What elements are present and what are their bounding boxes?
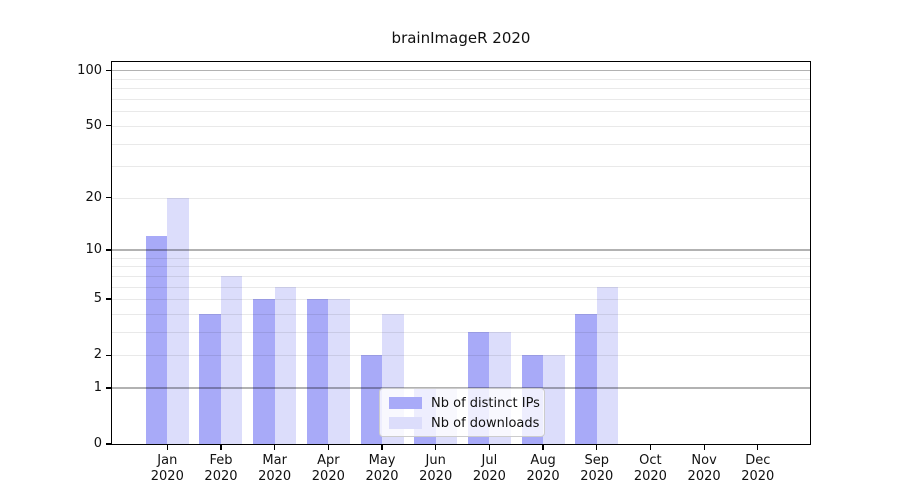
minor-gridline: [112, 355, 810, 357]
x-tick-label: Nov 2020: [687, 453, 721, 484]
x-tick: [381, 445, 383, 450]
minor-gridline: [112, 313, 810, 315]
minor-gridline: [112, 299, 810, 301]
y-tick-label: 1: [93, 379, 102, 395]
bar-downloads-feb: [220, 275, 243, 444]
minor-gridline: [112, 275, 810, 277]
legend-swatch-downloads: [389, 417, 422, 429]
x-tick-label: Jan 2020: [150, 453, 184, 484]
x-tick: [327, 445, 329, 450]
y-tick: [105, 125, 111, 127]
x-tick: [274, 445, 276, 450]
x-tick-label: Jul 2020: [472, 453, 506, 484]
bar-distinct-ips-sep: [575, 313, 597, 444]
chart-title: brainImageR 2020: [391, 29, 531, 47]
minor-gridline: [112, 79, 810, 81]
minor-gridline: [112, 166, 810, 168]
x-tick-label: Mar 2020: [258, 453, 292, 484]
legend: Nb of distinct IPs Nb of downloads: [379, 388, 545, 437]
y-tick-label: 0: [93, 436, 102, 451]
x-tick-label: Jun 2020: [419, 453, 453, 484]
spine-top: [110, 60, 812, 62]
y-tick: [105, 197, 111, 199]
y-tick-label: 100: [77, 62, 102, 78]
y-tick: [105, 354, 111, 356]
x-tick: [649, 445, 651, 450]
minor-gridline: [112, 286, 810, 288]
spine-bottom: [110, 444, 812, 446]
minor-gridline: [112, 266, 810, 268]
x-tick: [220, 445, 222, 450]
plot-area: [112, 62, 810, 444]
y-tick-label: 20: [85, 189, 102, 205]
x-tick-label: Aug 2020: [526, 453, 560, 484]
minor-gridline: [112, 197, 810, 199]
bar-distinct-ips-jan: [145, 236, 168, 444]
minor-gridline: [112, 257, 810, 259]
y-tick-label: 5: [93, 291, 102, 307]
x-tick: [166, 445, 168, 450]
major-gridline: [112, 249, 810, 251]
legend-swatch-distinct-ips: [389, 397, 422, 409]
y-tick: [105, 443, 111, 445]
x-tick: [703, 445, 705, 450]
bar-downloads-jan: [167, 197, 189, 444]
minor-gridline: [112, 111, 810, 113]
bar-downloads-mar: [274, 286, 297, 444]
spine-left: [110, 62, 113, 444]
minor-gridline: [112, 331, 810, 333]
x-tick-label: Dec 2020: [741, 453, 775, 484]
legend-label-downloads: Nb of downloads: [431, 415, 540, 431]
x-tick-label: Oct 2020: [633, 453, 667, 484]
bar-distinct-ips-apr: [306, 299, 329, 444]
legend-label-distinct-ips: Nb of distinct IPs: [431, 395, 540, 411]
y-tick: [105, 387, 111, 389]
bar-downloads-aug: [543, 355, 565, 444]
bar-distinct-ips-may: [360, 355, 383, 444]
minor-gridline: [112, 143, 810, 145]
y-tick-label: 10: [85, 241, 102, 257]
y-tick: [105, 69, 111, 72]
x-tick: [542, 445, 544, 450]
bar-downloads-apr: [328, 299, 350, 444]
x-tick-label: May 2020: [365, 453, 399, 484]
major-gridline: [112, 70, 810, 72]
minor-gridline: [112, 88, 810, 90]
y-tick-label: 50: [85, 117, 102, 133]
x-tick: [488, 445, 490, 450]
x-tick-label: Sep 2020: [580, 453, 614, 484]
spine-right: [810, 62, 812, 444]
minor-gridline: [112, 99, 810, 101]
bar-distinct-ips-mar: [253, 299, 275, 444]
y-tick: [105, 249, 111, 251]
minor-gridline: [112, 125, 810, 127]
legend-item-distinct-ips: Nb of distinct IPs: [389, 395, 540, 411]
x-tick-label: Feb 2020: [204, 453, 238, 484]
bar-downloads-sep: [596, 286, 619, 444]
x-tick: [757, 445, 759, 450]
y-tick: [105, 298, 111, 300]
y-tick-label: 2: [93, 347, 102, 363]
x-tick: [435, 445, 437, 450]
legend-item-downloads: Nb of downloads: [389, 415, 539, 431]
x-tick: [596, 445, 598, 450]
bar-distinct-ips-feb: [199, 313, 221, 444]
x-tick-label: Apr 2020: [311, 453, 345, 484]
